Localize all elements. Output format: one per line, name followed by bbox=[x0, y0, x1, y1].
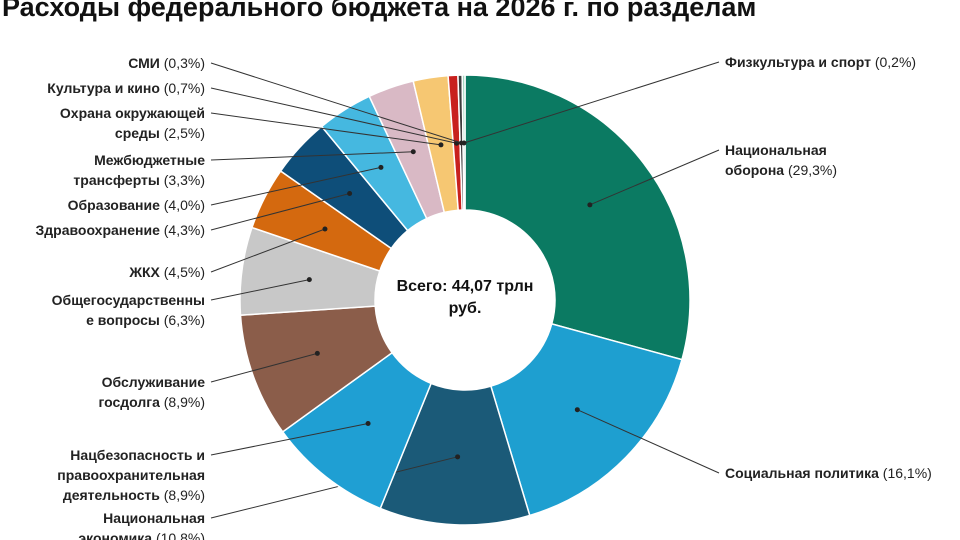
category-name: СМИ bbox=[128, 55, 160, 71]
leader-line bbox=[210, 112, 442, 146]
leader-line bbox=[577, 409, 720, 474]
leader-dot bbox=[410, 149, 416, 155]
slice-label: Здравоохранение (4,3%) bbox=[35, 220, 205, 240]
value-label: (4,0%) bbox=[163, 197, 205, 213]
value-label: (10,8%) bbox=[155, 530, 205, 540]
slice-label: Обслуживание госдолга (8,9%) bbox=[98, 372, 205, 412]
leader-dot bbox=[347, 191, 353, 197]
value-label: (29,3%) bbox=[788, 162, 838, 178]
category-name: Физкультура и спорт bbox=[725, 54, 871, 70]
value-label: (0,2%) bbox=[874, 54, 917, 70]
category-name: Социальная политика bbox=[725, 465, 879, 481]
category-name: Межбюджетные трансферты bbox=[73, 152, 205, 188]
leader-line bbox=[210, 151, 414, 161]
leader-line bbox=[210, 456, 458, 519]
leader-line bbox=[210, 62, 462, 144]
value-label: (16,1%) bbox=[882, 465, 932, 481]
leader-dot bbox=[461, 140, 467, 146]
leader-dot bbox=[574, 407, 580, 413]
center-label: Всего: 44,07 трлн руб. bbox=[396, 278, 534, 317]
category-name: Общегосударственны е вопросы bbox=[51, 292, 205, 328]
value-label: (8,9%) bbox=[163, 487, 205, 503]
slice-label: Социальная политика (16,1%) bbox=[725, 463, 932, 483]
slice-label: СМИ (0,3%) bbox=[128, 53, 205, 73]
slice-label: Межбюджетные трансферты (3,3%) bbox=[73, 150, 205, 190]
leader-dot bbox=[306, 277, 312, 283]
leader-dot bbox=[322, 226, 328, 232]
leader-line bbox=[589, 149, 720, 206]
slice-label: Национальная экономика (10,8%) bbox=[78, 508, 205, 540]
chart-title: Расходы федерального бюджета на 2026 г. … bbox=[2, 0, 757, 22]
category-name: Обслуживание госдолга bbox=[98, 374, 205, 410]
value-label: (8,9%) bbox=[163, 394, 205, 410]
category-name: Нацбезопасность и правоохранительная дея… bbox=[57, 447, 205, 503]
slice bbox=[464, 74, 691, 361]
leader-dot bbox=[587, 202, 593, 208]
category-name: Национальная оборона bbox=[725, 142, 827, 178]
slice-label: Культура и кино (0,7%) bbox=[47, 78, 205, 98]
leader-line bbox=[210, 228, 326, 273]
value-label: (2,5%) bbox=[163, 125, 205, 141]
leader-line bbox=[210, 352, 318, 383]
slice-label: ЖКХ (4,5%) bbox=[129, 262, 205, 282]
value-label: (0,7%) bbox=[163, 80, 205, 96]
category-name: Образование bbox=[67, 197, 160, 213]
slice-label: Физкультура и спорт (0,2%) bbox=[725, 52, 916, 72]
slice-label: Общегосударственны е вопросы (6,3%) bbox=[52, 290, 205, 330]
value-label: (3,3%) bbox=[163, 172, 205, 188]
slice bbox=[489, 322, 683, 517]
leader-line bbox=[210, 279, 310, 301]
leader-line bbox=[210, 423, 369, 456]
value-label: (6,3%) bbox=[163, 312, 205, 328]
category-name: Национальная экономика bbox=[78, 510, 205, 540]
leader-dot bbox=[455, 454, 461, 460]
leader-line bbox=[210, 166, 382, 206]
value-label: (4,3%) bbox=[163, 222, 205, 238]
category-name: Культура и кино bbox=[47, 80, 160, 96]
leader-dot bbox=[378, 164, 384, 170]
slice-label: Охрана окружающей среды (2,5%) bbox=[60, 103, 205, 143]
leader-line bbox=[210, 193, 350, 231]
leader-line bbox=[210, 87, 457, 144]
value-label: (0,3%) bbox=[163, 55, 205, 71]
slice-label: Образование (4,0%) bbox=[68, 195, 205, 215]
category-name: Охрана окружающей среды bbox=[59, 105, 205, 141]
leader-dot bbox=[314, 350, 320, 356]
value-label: (4,5%) bbox=[163, 264, 205, 280]
slice-label: Национальная оборона (29,3%) bbox=[725, 140, 837, 180]
leader-dot bbox=[438, 142, 444, 148]
leader-dot bbox=[365, 421, 371, 427]
slice bbox=[379, 382, 531, 526]
slice-label: Нацбезопасность и правоохранительная дея… bbox=[57, 445, 205, 505]
leader-line bbox=[463, 61, 720, 144]
category-name: ЖКХ bbox=[129, 264, 160, 280]
category-name: Здравоохранение bbox=[35, 222, 160, 238]
